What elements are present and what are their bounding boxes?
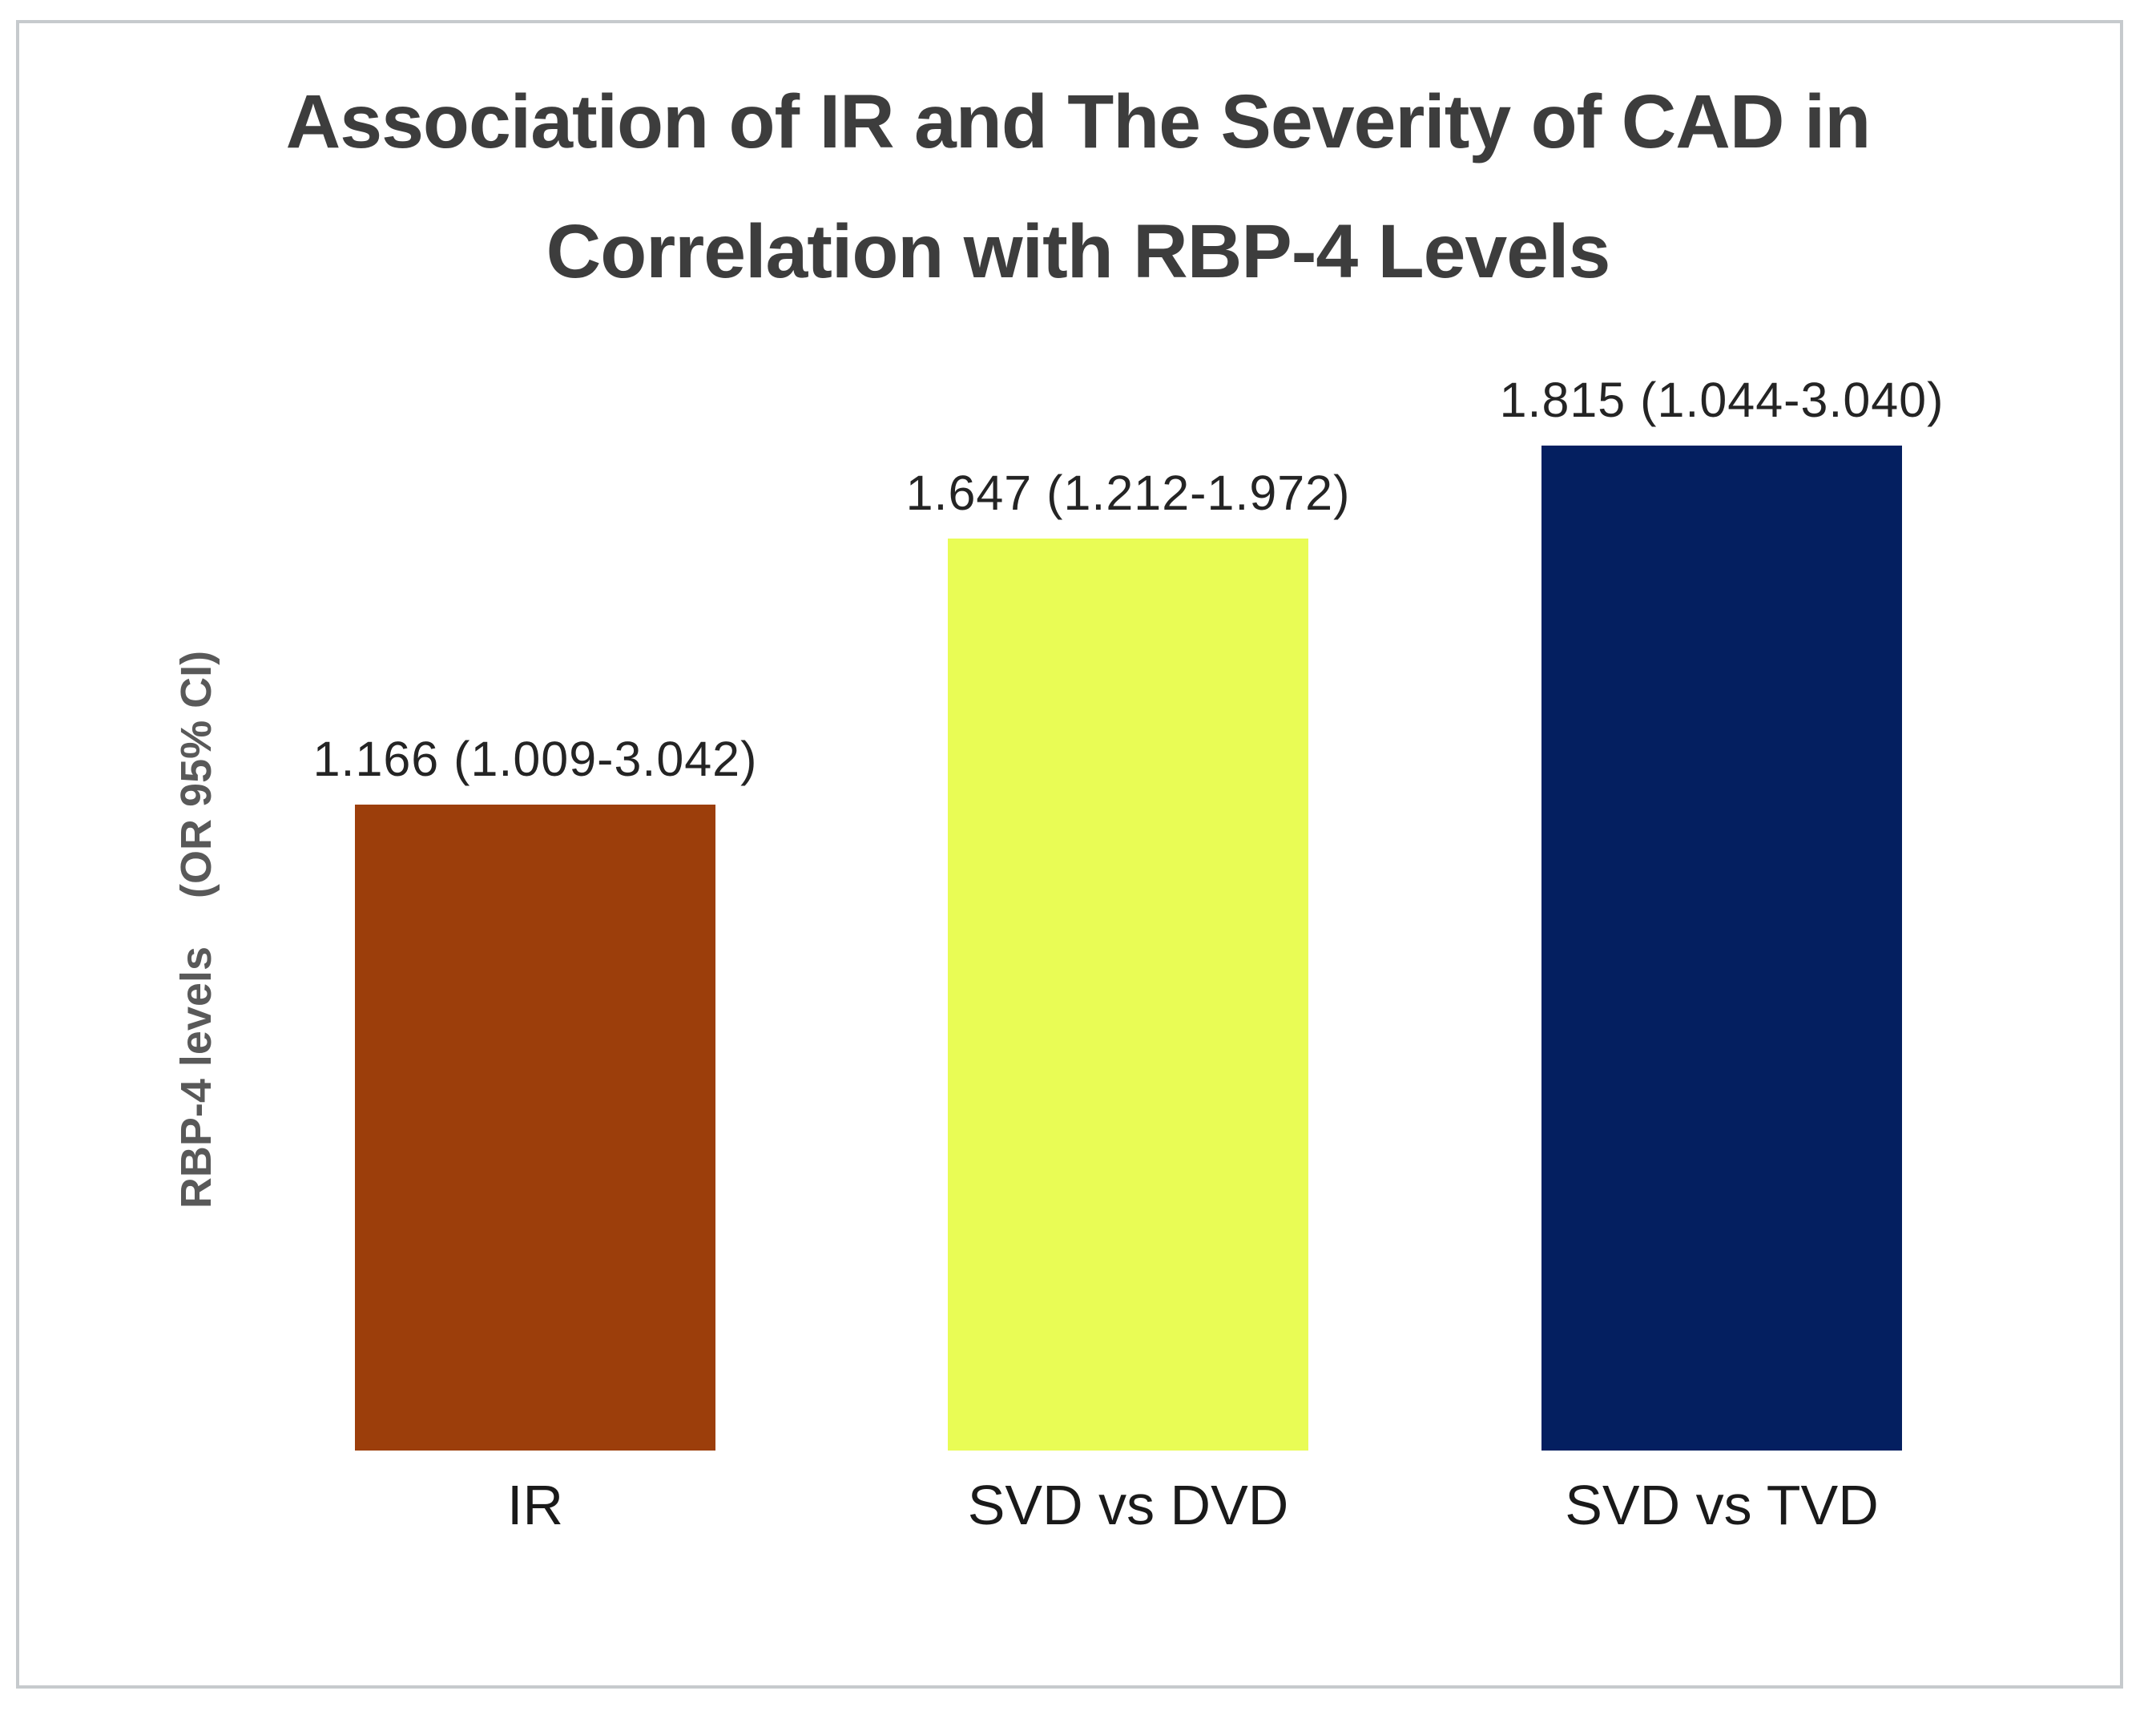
x-axis-category-label-svd-vs-dvd: SVD vs DVD [967, 1474, 1289, 1536]
x-axis-category-label-svd-vs-tvd: SVD vs TVD [1565, 1474, 1879, 1536]
bar-value-label-ir: 1.166 (1.009-3.042) [312, 732, 758, 786]
bar-svd-vs-tvd [1541, 446, 1902, 1451]
chart-title-line-1: Association of IR and The Severity of CA… [285, 79, 1872, 164]
chart-title-line-2: Correlation with RBP-4 Levels [546, 208, 1611, 294]
bar-svd-vs-dvd [948, 539, 1308, 1451]
y-axis-title: RBP-4 levels (OR 95% CI) [172, 650, 220, 1209]
bar-value-label-svd-vs-tvd: 1.815 (1.044-3.040) [1499, 373, 1944, 427]
bar-ir [355, 805, 715, 1451]
x-axis-category-label-ir: IR [507, 1474, 563, 1536]
chart-title: Association of IR and The Severity of CA… [0, 58, 2156, 317]
bar-value-label-svd-vs-dvd: 1.647 (1.212-1.972) [905, 466, 1351, 520]
